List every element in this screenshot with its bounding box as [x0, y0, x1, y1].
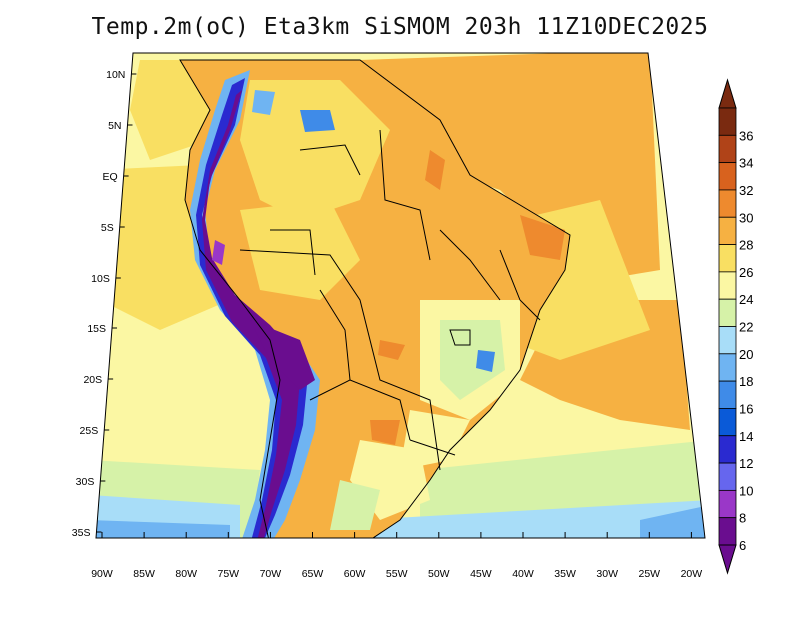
- colorbar-label: 20: [739, 347, 753, 362]
- colorbar-label: 28: [739, 238, 753, 253]
- colorbar-swatch: [718, 408, 737, 437]
- colorbar-swatch: [718, 489, 737, 519]
- colorbar-label: 6: [739, 538, 746, 553]
- lon-label: 45W: [470, 568, 492, 580]
- lon-label: 35W: [554, 568, 576, 580]
- colorbar-swatch: [718, 244, 737, 273]
- colorbar-label: 34: [739, 156, 753, 171]
- country-borders: [179, 59, 571, 538]
- lon-label: 70W: [260, 568, 282, 580]
- lon-label: 75W: [218, 568, 240, 580]
- colorbar-label: 8: [739, 511, 746, 526]
- lon-label: 25W: [639, 568, 661, 580]
- lat-label: 20S: [83, 374, 102, 386]
- triangle-down-icon: [718, 544, 737, 575]
- colorbar-label: 16: [739, 401, 753, 416]
- lat-label: 15S: [87, 323, 106, 335]
- lat-label: 30S: [76, 476, 95, 488]
- colorbar-label: 12: [739, 456, 753, 471]
- colorbar-swatch: [718, 189, 737, 218]
- map-title: Temp.2m(oC) Eta3km SiSMOM 203h 11Z10DEC2…: [91, 14, 709, 40]
- colorbar-swatch: [718, 353, 737, 382]
- lon-label: 85W: [133, 568, 155, 580]
- lat-label: EQ: [102, 171, 117, 183]
- triangle-up-icon: [718, 78, 737, 109]
- lat-label: 5N: [108, 120, 121, 132]
- temperature-field: [96, 53, 705, 538]
- colorbar-label: 18: [739, 374, 753, 389]
- colorbar: 6 8 10 12 14 16 18 20 22 24 26 28 30 32 34 36: [718, 78, 753, 575]
- colorbar-swatch: [718, 216, 737, 245]
- lon-label: 30W: [596, 568, 618, 580]
- longitude-axis: 90W 85W 80W 75W 70W 65W 60W 55W 50W 45W 40W 35W 30W 2…: [91, 532, 702, 580]
- colorbar-swatch: [718, 107, 737, 136]
- colorbar-label: 26: [739, 265, 753, 280]
- lat-label: 10N: [106, 69, 125, 81]
- lon-label: 20W: [681, 568, 703, 580]
- colorbar-label: 14: [739, 429, 753, 444]
- lon-label: 55W: [386, 568, 408, 580]
- lat-label: 5S: [101, 222, 114, 234]
- colorbar-label: 10: [739, 483, 753, 498]
- colorbar-swatch: [718, 326, 737, 355]
- colorbar-swatch: [718, 462, 737, 491]
- lon-label: 50W: [428, 568, 450, 580]
- lon-label: 40W: [512, 568, 534, 580]
- lon-label: 80W: [175, 568, 197, 580]
- colorbar-label: 24: [739, 292, 753, 307]
- lon-label: 60W: [344, 568, 366, 580]
- colorbar-label: 36: [739, 128, 753, 143]
- colorbar-label: 30: [739, 210, 753, 225]
- lon-label: 90W: [91, 568, 113, 580]
- colorbar-swatch: [718, 380, 737, 409]
- lat-label: 10S: [91, 273, 110, 285]
- lat-label: 25S: [80, 425, 99, 437]
- map-frame: [95, 52, 706, 539]
- colorbar-swatch: [718, 162, 737, 191]
- colorbar-label: 22: [739, 320, 753, 335]
- colorbar-swatch: [718, 271, 737, 300]
- colorbar-label: 32: [739, 183, 753, 198]
- colorbar-swatch: [718, 134, 737, 164]
- colorbar-swatch: [718, 517, 737, 546]
- latitude-axis: 10N 5N EQ 5S 10S 15S 20S 25S 30S 35S: [72, 69, 137, 539]
- lon-label: 65W: [302, 568, 324, 580]
- colorbar-swatch: [718, 298, 737, 327]
- lat-label: 35S: [72, 527, 91, 539]
- colorbar-swatch: [718, 435, 737, 464]
